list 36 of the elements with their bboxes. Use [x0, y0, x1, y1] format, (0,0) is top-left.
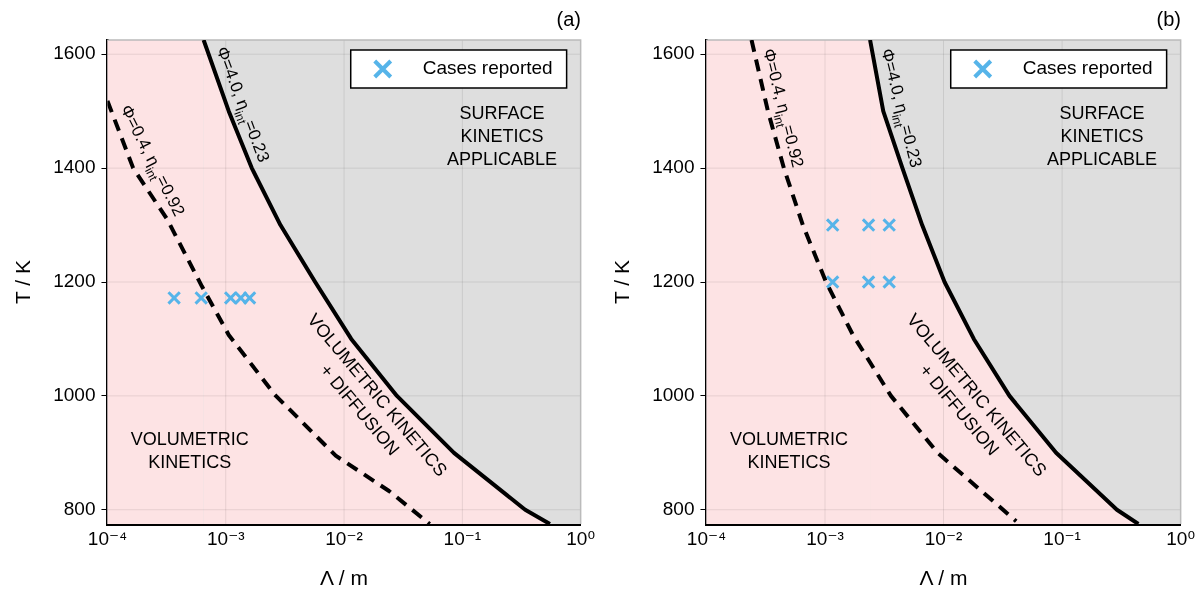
text: Φ=4.0, ηint=0.23 — [212, 43, 274, 165]
y-tick-label: 800 — [662, 498, 695, 519]
x-axis-title: Λ / m — [919, 566, 968, 590]
x-tick-label: 10⁻¹ — [443, 527, 482, 549]
annotation: SURFACE KINETICS APPLICABLE — [1046, 102, 1157, 169]
x-tick-label: 10⁻² — [325, 527, 363, 549]
y-tick-label: 800 — [63, 498, 96, 519]
x-tick-label: 10⁰ — [1166, 527, 1196, 549]
y-tick-label: 1400 — [53, 156, 96, 178]
x-tick-label: 10⁻⁴ — [87, 527, 128, 549]
x-axis-title: Λ / m — [320, 566, 368, 590]
annotation: VOLUMETRIC KINETICS — [729, 428, 848, 472]
text: Φ=0.4, ηint=0.92 — [116, 101, 189, 220]
x-tick-label: 10⁻³ — [207, 527, 245, 549]
y-axis-title: T / K — [11, 260, 35, 304]
x-tick-label: 10⁻⁴ — [686, 527, 727, 549]
chart-title: (a) — [556, 7, 581, 30]
x-tick-label: 10⁻³ — [806, 527, 844, 549]
y-tick-label: 1200 — [652, 270, 695, 292]
y-tick-label: 1000 — [53, 384, 96, 406]
text: Φ=4.0, ηint=0.23 — [877, 46, 926, 170]
y-tick-label: 1400 — [652, 156, 695, 178]
x-tick-label: 10⁻¹ — [1043, 527, 1081, 549]
y-tick-label: 1600 — [53, 42, 96, 64]
legend-label: Cases reported — [1022, 57, 1153, 79]
y-tick-label: 1000 — [652, 384, 695, 406]
chart-title: (b) — [1156, 7, 1181, 30]
x-tick-label: 10⁻² — [924, 527, 963, 549]
annotation: VOLUMETRIC KINETICS — [130, 428, 249, 472]
x-tick-label: 10⁰ — [566, 527, 596, 549]
annotation: SURFACE KINETICS APPLICABLE — [447, 102, 558, 169]
legend-label: Cases reported — [422, 57, 553, 79]
y-axis-title: T / K — [610, 260, 634, 304]
y-tick-label: 1600 — [652, 42, 695, 64]
y-tick-label: 1200 — [53, 270, 96, 292]
text: Φ=0.4, ηint=0.92 — [759, 46, 808, 170]
